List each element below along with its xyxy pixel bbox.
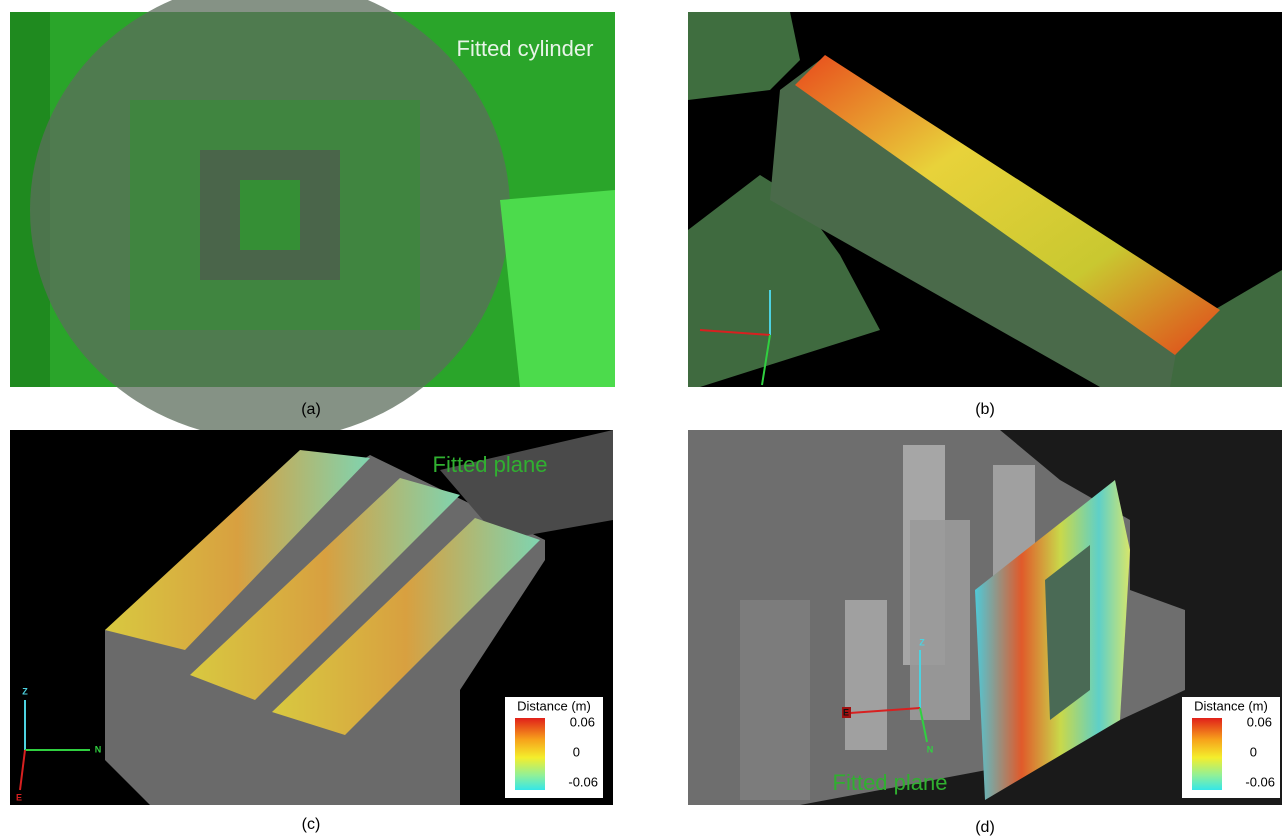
- legend-tick: 0: [573, 744, 580, 759]
- caption: (a): [301, 401, 321, 418]
- panel-c: Fitted plane Z N E Distance (m) 0.06 0 -…: [10, 430, 613, 833]
- label: Fitted cylinder: [457, 36, 594, 61]
- panel-b: (b): [688, 12, 1282, 418]
- axis-label: E: [843, 707, 849, 717]
- axis-label: N: [927, 744, 934, 754]
- panel-d: Z N E Fitted plane Distance (m) 0.06 0 -…: [688, 430, 1282, 836]
- label: Fitted plane: [433, 452, 548, 477]
- block: [500, 190, 615, 387]
- legend-title: Distance (m): [517, 698, 591, 713]
- caption: (c): [302, 816, 321, 833]
- legend-tick: -0.06: [1245, 774, 1275, 789]
- legend-title: Distance (m): [1194, 698, 1268, 713]
- axis-label: E: [16, 792, 22, 802]
- colorbar: [1192, 718, 1222, 790]
- caption: (d): [975, 819, 995, 836]
- legend-tick: -0.06: [568, 774, 598, 789]
- caption: (b): [975, 401, 995, 418]
- axis-label: Z: [22, 686, 28, 696]
- corridor: [240, 180, 300, 250]
- wall: [740, 600, 810, 800]
- legend-tick: 0: [1250, 744, 1257, 759]
- figure: Fitted cylinder (a) (b) Fitted plane Z N…: [0, 0, 1284, 837]
- legend-tick: 0.06: [1247, 714, 1272, 729]
- colorbar: [515, 718, 545, 790]
- pillar: [845, 600, 887, 750]
- axis-label: Z: [919, 637, 925, 647]
- legend-tick: 0.06: [570, 714, 595, 729]
- label: Fitted plane: [833, 770, 948, 795]
- panel-a: Fitted cylinder (a): [10, 0, 615, 440]
- axis-label: N: [95, 744, 102, 754]
